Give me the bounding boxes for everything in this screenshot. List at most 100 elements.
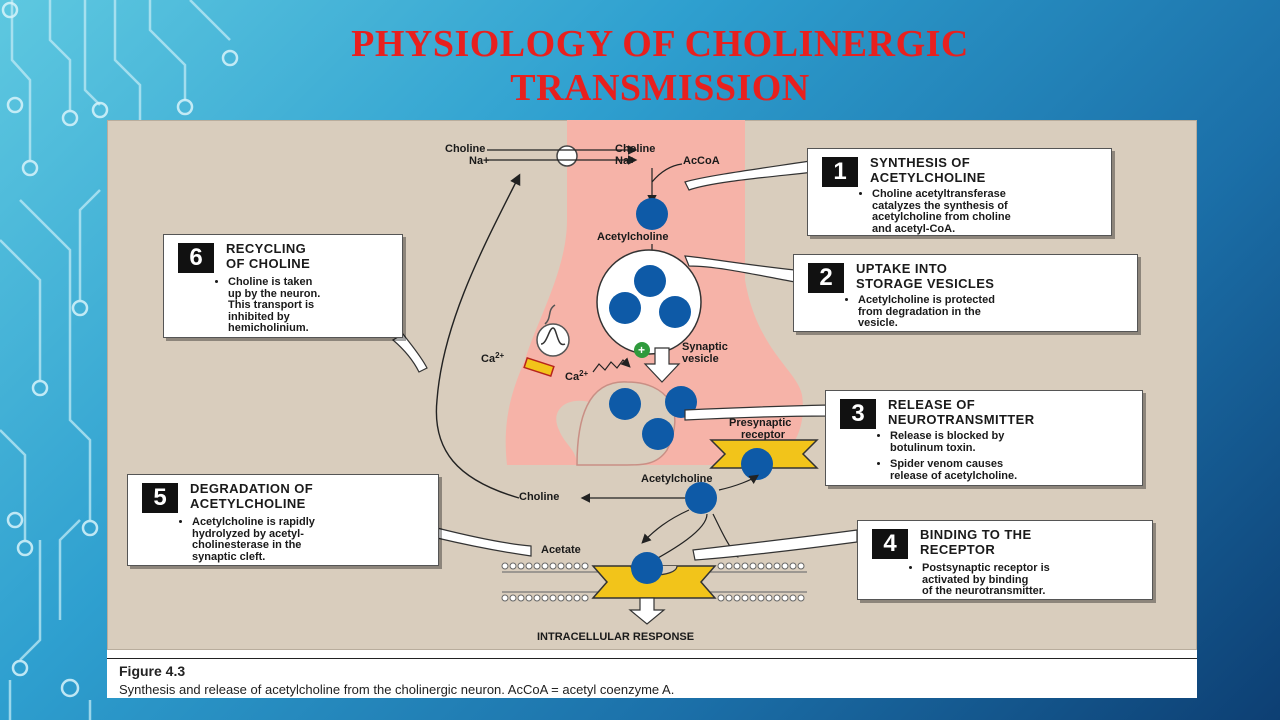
step-bullet: Choline is taken up by the neuron. This … <box>228 276 320 335</box>
lipid-head <box>533 594 541 602</box>
lipid-head <box>581 594 589 602</box>
response-arrow <box>628 597 666 625</box>
step-number-badge: 1 <box>822 157 858 187</box>
lipid-head <box>549 562 557 570</box>
lipid-head <box>781 594 789 602</box>
callout-step-6: 6 RECYCLING OF CHOLINE Choline is taken … <box>163 234 403 338</box>
step-number-badge: 4 <box>872 529 908 559</box>
lipid-head <box>741 594 749 602</box>
lipid-head <box>789 562 797 570</box>
label-acetylcholine-cleft: Acetylcholine <box>641 473 713 485</box>
step-heading: DEGRADATION OF ACETYLCHOLINE <box>190 481 314 511</box>
step-heading: RELEASE OF NEUROTRANSMITTER <box>888 397 1035 427</box>
lipid-head <box>749 562 757 570</box>
lipid-head <box>733 594 741 602</box>
action-potential-icon <box>536 323 570 357</box>
lipid-head <box>541 594 549 602</box>
lipid-head <box>773 562 781 570</box>
calcium-channel <box>523 356 555 378</box>
lipid-head <box>509 562 517 570</box>
lipid-head <box>717 562 725 570</box>
lipid-head <box>557 562 565 570</box>
step-bullet: Acetylcholine is protected from degradat… <box>858 294 995 330</box>
step-number-badge: 6 <box>178 243 214 273</box>
label-choline-out: Choline <box>445 143 485 155</box>
step-bullet: Choline acetyltransferase catalyzes the … <box>872 188 1011 235</box>
step-bullet: Release is blocked by botulinum toxin. <box>890 430 1017 454</box>
lipid-head <box>757 594 765 602</box>
lipid-head <box>797 594 805 602</box>
lipid-head <box>501 562 509 570</box>
figure-panel: Choline Na+ Choline Na+ AcCoA Acetylchol… <box>107 120 1197 698</box>
figure-caption-title: Figure 4.3 <box>119 663 186 679</box>
choline-transporter <box>556 145 578 167</box>
label-acetylcholine-top: Acetylcholine <box>597 231 669 243</box>
figure-caption-text: Synthesis and release of acetylcholine f… <box>119 682 675 697</box>
svg-text:+: + <box>638 343 645 357</box>
lipid-head <box>765 594 773 602</box>
step-heading: SYNTHESIS OF ACETYLCHOLINE <box>870 155 986 185</box>
label-presynaptic-receptor: Presynaptic receptor <box>729 417 791 441</box>
acetylcholine-molecule <box>636 198 668 230</box>
slide-title: PHYSIOLOGY OF CHOLINERGIC TRANSMISSION <box>351 23 969 109</box>
callout-step-3: 3 RELEASE OF NEUROTRANSMITTER Release is… <box>825 390 1143 486</box>
lipid-heads <box>501 562 805 602</box>
step-bullet: Postsynaptic receptor is activated by bi… <box>922 562 1050 598</box>
label-acetate: Acetate <box>541 544 581 556</box>
step-heading: UPTAKE INTO STORAGE VESICLES <box>856 261 995 291</box>
label-choline-cleft: Choline <box>519 491 559 503</box>
lipid-head <box>557 594 565 602</box>
lipid-head <box>565 562 573 570</box>
bound-acetylcholine <box>631 552 663 584</box>
lipid-head <box>573 562 581 570</box>
lipid-head <box>757 562 765 570</box>
label-na-in: Na+ <box>615 155 636 167</box>
label-ca-out: Ca2+ <box>481 351 505 365</box>
lipid-head <box>781 562 789 570</box>
callout-step-2: 2 UPTAKE INTO STORAGE VESICLES Acetylcho… <box>793 254 1138 332</box>
label-intracellular-response: INTRACELLULAR RESPONSE <box>537 631 694 643</box>
lipid-head <box>581 562 589 570</box>
label-synaptic-vesicle: Synaptic vesicle <box>682 341 728 365</box>
lipid-head <box>725 562 733 570</box>
callout-step-1: 1 SYNTHESIS OF ACETYLCHOLINE Choline ace… <box>807 148 1112 236</box>
lipid-head <box>797 562 805 570</box>
step-number-badge: 5 <box>142 483 178 513</box>
lipid-head <box>509 594 517 602</box>
lipid-head <box>741 562 749 570</box>
lipid-head <box>517 562 525 570</box>
step-heading: BINDING TO THE RECEPTOR <box>920 527 1032 557</box>
caption-rule <box>107 658 1197 659</box>
lipid-head <box>517 594 525 602</box>
lipid-head <box>789 594 797 602</box>
lipid-head <box>501 594 509 602</box>
lipid-head <box>541 562 549 570</box>
fusion-arrow <box>643 347 681 383</box>
lipid-head <box>573 594 581 602</box>
callout-step-4: 4 BINDING TO THE RECEPTOR Postsynaptic r… <box>857 520 1153 600</box>
callout-pointers <box>391 157 858 561</box>
lipid-head <box>765 562 773 570</box>
label-accoa: AcCoA <box>683 155 720 167</box>
lipid-head <box>749 594 757 602</box>
plus-sign <box>634 342 650 358</box>
release-ach-3 <box>642 418 674 450</box>
lipid-head <box>525 594 533 602</box>
label-na-out: Na+ <box>469 155 490 167</box>
step-bullet: Acetylcholine is rapidly hydrolyzed by a… <box>192 516 315 563</box>
label-choline-in: Choline <box>615 143 655 155</box>
lipid-head <box>549 594 557 602</box>
lipid-head <box>533 562 541 570</box>
lipid-head <box>525 562 533 570</box>
step-heading: RECYCLING OF CHOLINE <box>226 241 311 271</box>
lipid-head <box>773 594 781 602</box>
neuron-diagram: Choline Na+ Choline Na+ AcCoA Acetylchol… <box>391 120 858 643</box>
cleft-acetylcholine <box>685 482 717 514</box>
step-number-badge: 2 <box>808 263 844 293</box>
step-number-badge: 3 <box>840 399 876 429</box>
lipid-head <box>733 562 741 570</box>
lipid-head <box>717 594 725 602</box>
lipid-head <box>565 594 573 602</box>
step-bullet: Spider venom causes release of acetylcho… <box>890 458 1017 482</box>
